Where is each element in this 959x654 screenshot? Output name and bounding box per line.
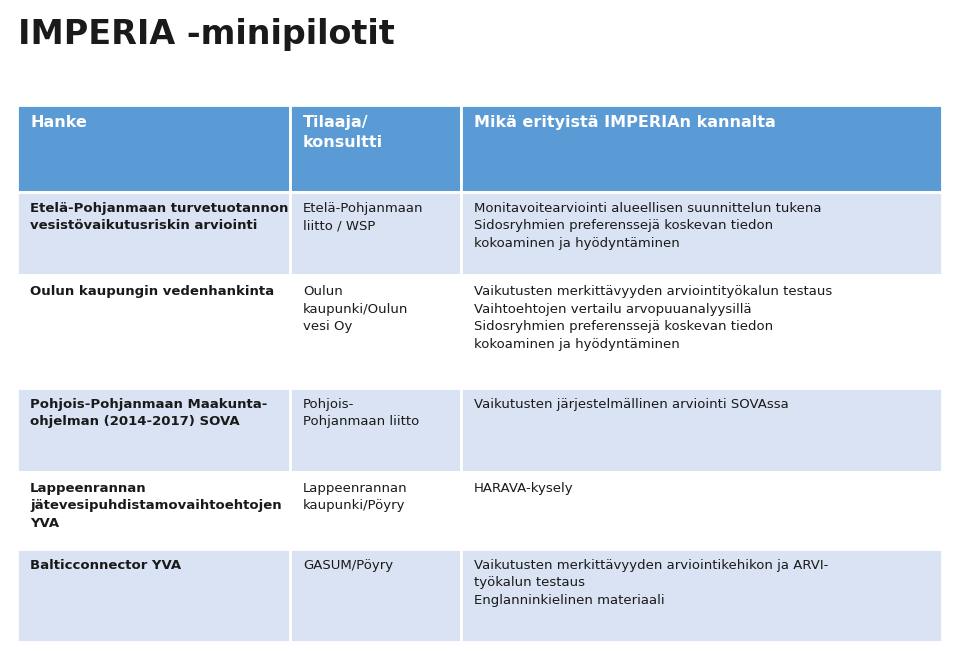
- Text: Vaikutusten merkittävyyden arviointikehikon ja ARVI-
työkalun testaus
Englannink: Vaikutusten merkittävyyden arviointikehi…: [474, 559, 829, 607]
- Bar: [17, 472, 290, 549]
- Bar: [17, 105, 290, 192]
- Text: Oulun
kaupunki/Oulun
vesi Oy: Oulun kaupunki/Oulun vesi Oy: [303, 285, 409, 334]
- Bar: [461, 472, 942, 549]
- Text: Vaikutusten järjestelmällinen arviointi SOVAssa: Vaikutusten järjestelmällinen arviointi …: [474, 398, 788, 411]
- Bar: [290, 388, 461, 472]
- Text: IMPERIA -minipilotit: IMPERIA -minipilotit: [18, 18, 395, 51]
- Text: Hanke: Hanke: [30, 115, 87, 130]
- Bar: [17, 275, 290, 388]
- Bar: [290, 472, 461, 549]
- Text: Monitavoitearviointi alueellisen suunnittelun tukena
Sidosryhmien preferenssejä : Monitavoitearviointi alueellisen suunnit…: [474, 202, 822, 250]
- Text: Lappeenrannan
jätevesipuhdistamovaihtoehtojen
YVA: Lappeenrannan jätevesipuhdistamovaihtoeh…: [30, 481, 282, 530]
- Text: Mikä erityistä IMPERIAn kannalta: Mikä erityistä IMPERIAn kannalta: [474, 115, 776, 130]
- Bar: [290, 105, 461, 192]
- Text: Tilaaja/
konsultti: Tilaaja/ konsultti: [303, 115, 383, 150]
- Bar: [17, 192, 290, 275]
- Text: Etelä-Pohjanmaan
liitto / WSP: Etelä-Pohjanmaan liitto / WSP: [303, 202, 423, 232]
- Text: HARAVA-kysely: HARAVA-kysely: [474, 481, 573, 494]
- Bar: [461, 388, 942, 472]
- Text: Oulun kaupungin vedenhankinta: Oulun kaupungin vedenhankinta: [30, 285, 274, 298]
- Bar: [290, 549, 461, 642]
- Bar: [461, 105, 942, 192]
- Text: Balticconnector YVA: Balticconnector YVA: [30, 559, 181, 572]
- Bar: [17, 549, 290, 642]
- Bar: [461, 275, 942, 388]
- Text: Pohjois-Pohjanmaan Maakunta-
ohjelman (2014-2017) SOVA: Pohjois-Pohjanmaan Maakunta- ohjelman (2…: [30, 398, 268, 428]
- Bar: [17, 388, 290, 472]
- Text: Vaikutusten merkittävyyden arviointityökalun testaus
Vaihtoehtojen vertailu arvo: Vaikutusten merkittävyyden arviointityök…: [474, 285, 832, 351]
- Bar: [461, 549, 942, 642]
- Bar: [290, 275, 461, 388]
- Text: Pohjois-
Pohjanmaan liitto: Pohjois- Pohjanmaan liitto: [303, 398, 419, 428]
- Bar: [461, 192, 942, 275]
- Text: GASUM/Pöyry: GASUM/Pöyry: [303, 559, 393, 572]
- Text: Lappeenrannan
kaupunki/Pöyry: Lappeenrannan kaupunki/Pöyry: [303, 481, 408, 512]
- Text: Etelä-Pohjanmaan turvetuotannon
vesistövaikutusriskin arviointi: Etelä-Pohjanmaan turvetuotannon vesistöv…: [30, 202, 289, 232]
- Bar: [290, 192, 461, 275]
